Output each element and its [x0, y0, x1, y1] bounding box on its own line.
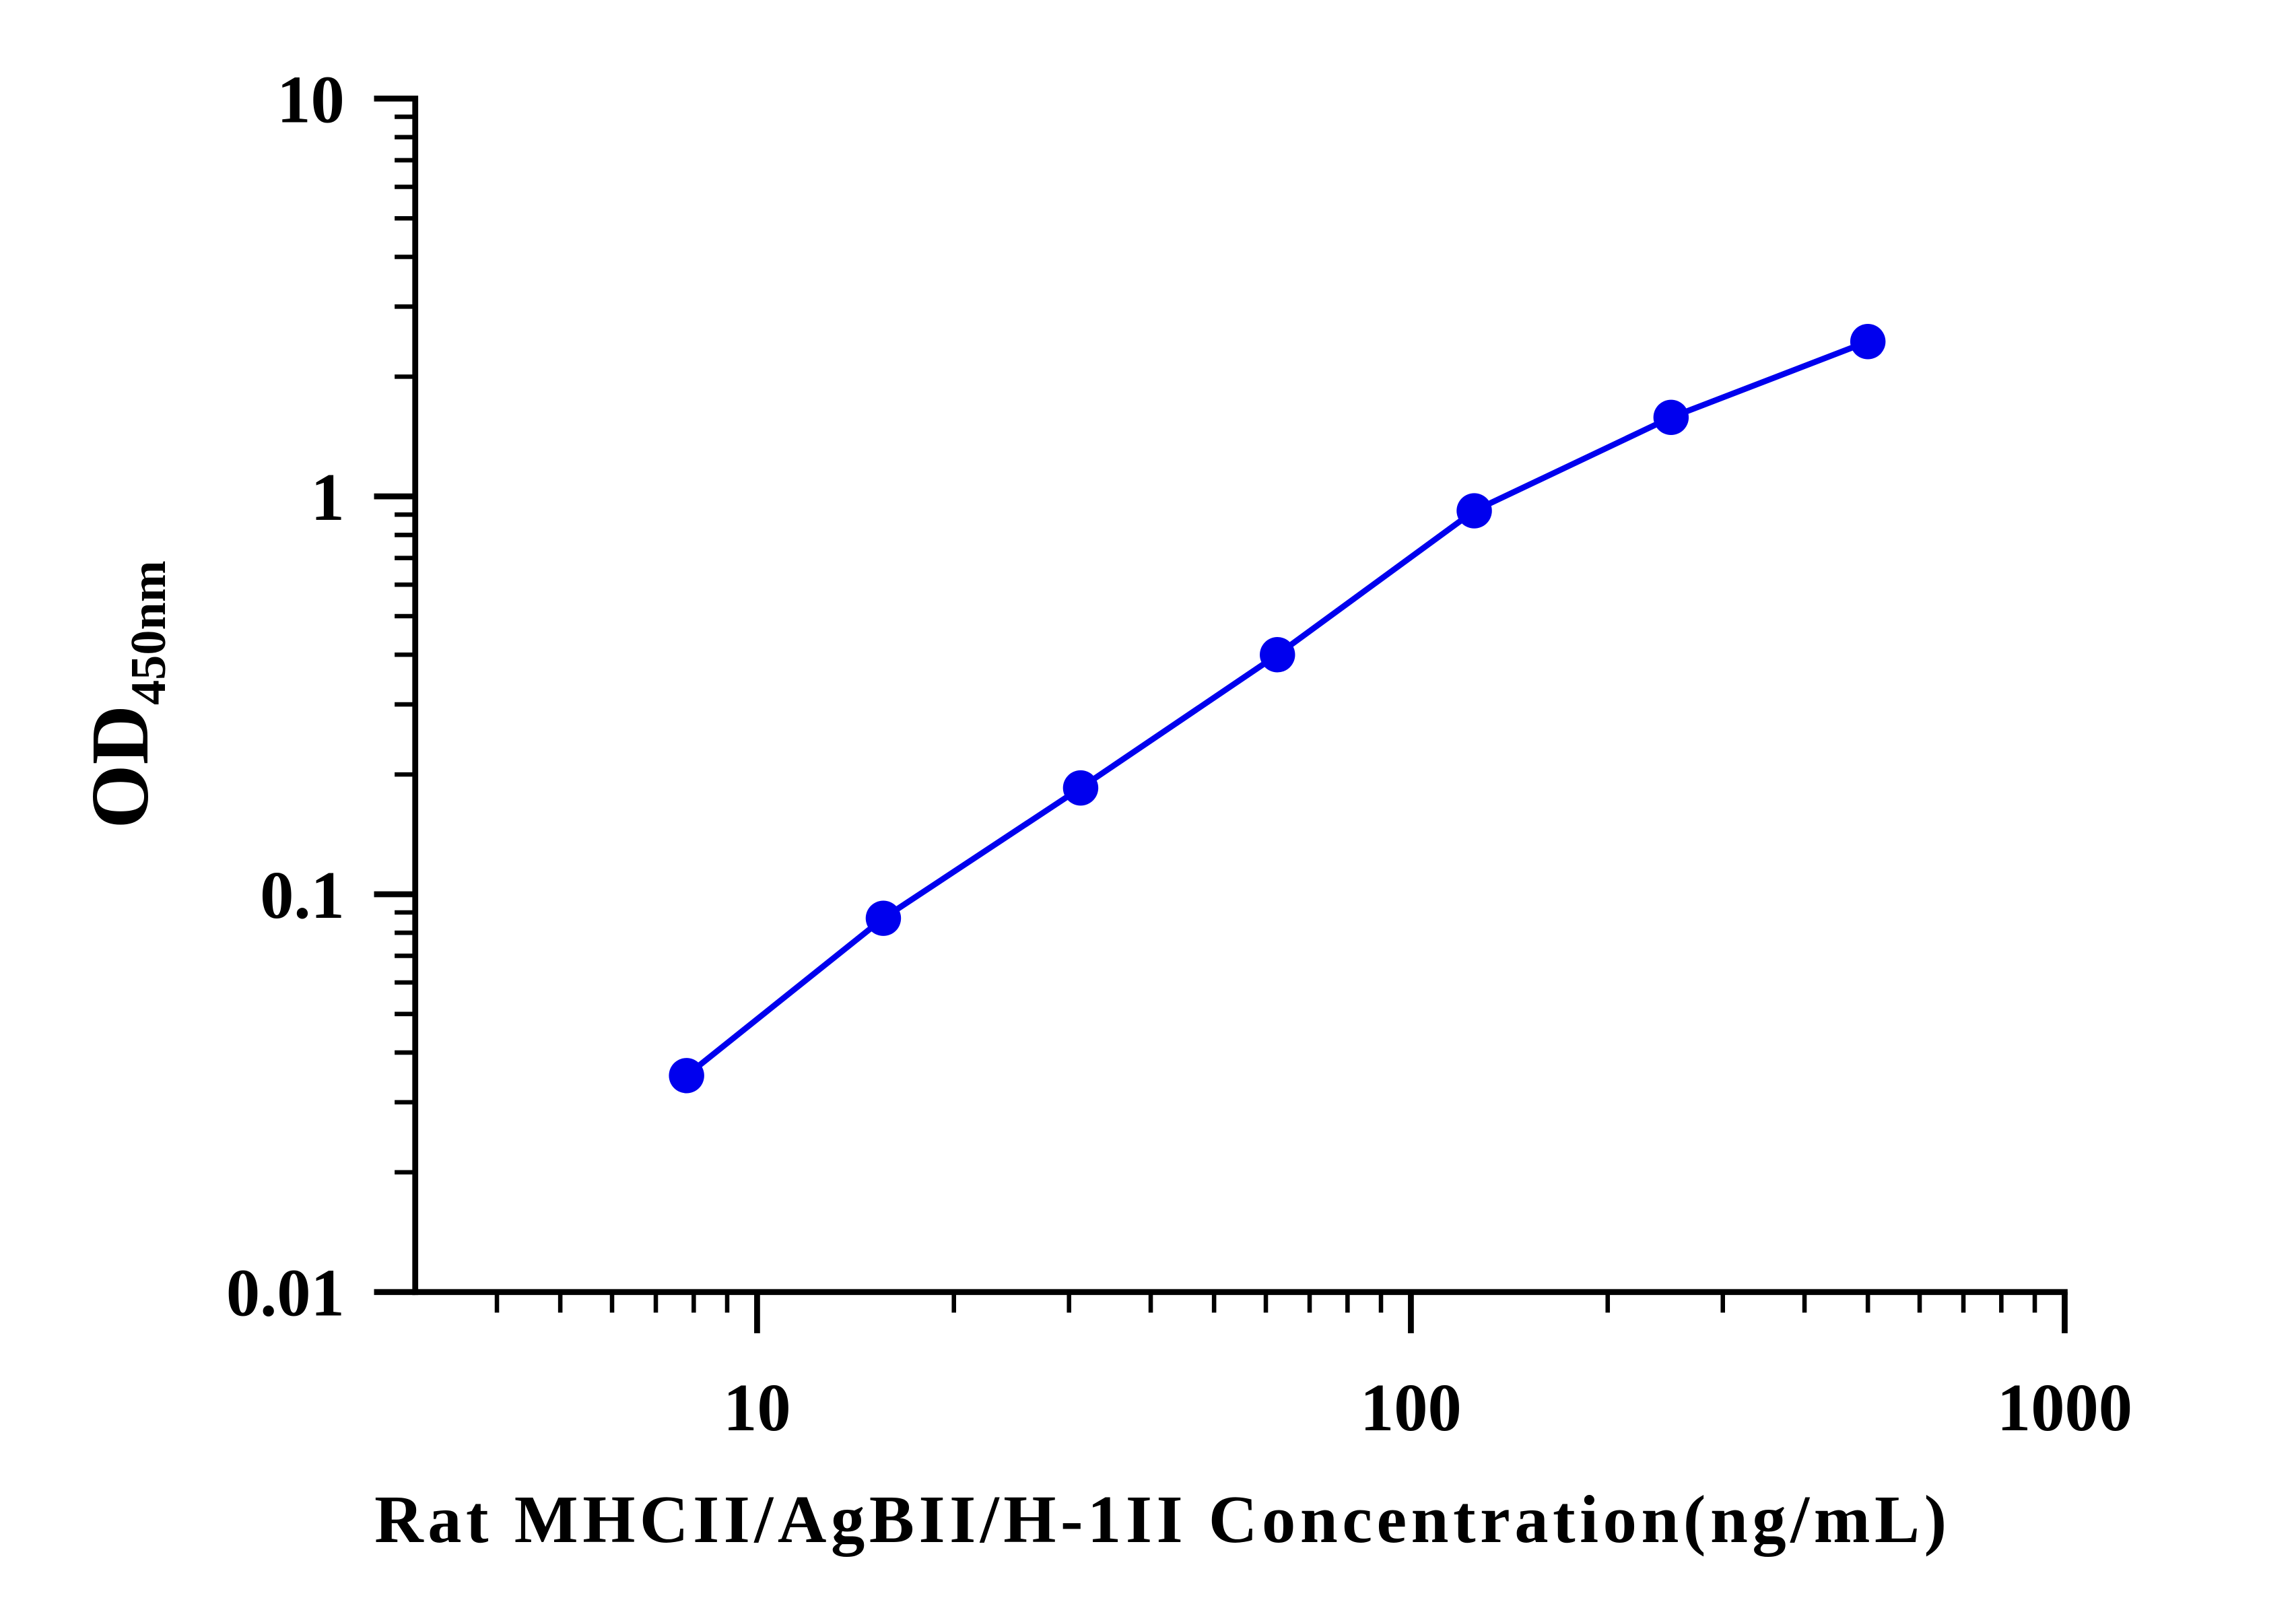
data-point [865, 900, 902, 936]
y-axis-label-sub: 450nm [121, 560, 176, 705]
x-axis-label: Rat MHCII/AgBII/H-1II Concentration(ng/m… [374, 1481, 1951, 1557]
data-point [1456, 493, 1492, 529]
x-tick-label: 10 [723, 1370, 791, 1445]
x-tick-label: 100 [1360, 1370, 1462, 1445]
x-tick-label: 1000 [1997, 1370, 2132, 1445]
y-tick-label: 0.01 [226, 1255, 345, 1331]
data-point [1653, 399, 1689, 436]
data-point [1062, 770, 1099, 806]
series-line [684, 339, 1869, 1078]
data-point [1850, 324, 1886, 360]
y-axis-label: OD450nm [75, 560, 176, 828]
data-point [669, 1058, 704, 1094]
y-tick-label: 1 [311, 459, 345, 535]
y-tick-label: 0.1 [260, 857, 345, 933]
data-point [1260, 637, 1295, 673]
y-tick-label: 10 [277, 61, 345, 137]
y-axis-label-main: OD [75, 705, 166, 829]
